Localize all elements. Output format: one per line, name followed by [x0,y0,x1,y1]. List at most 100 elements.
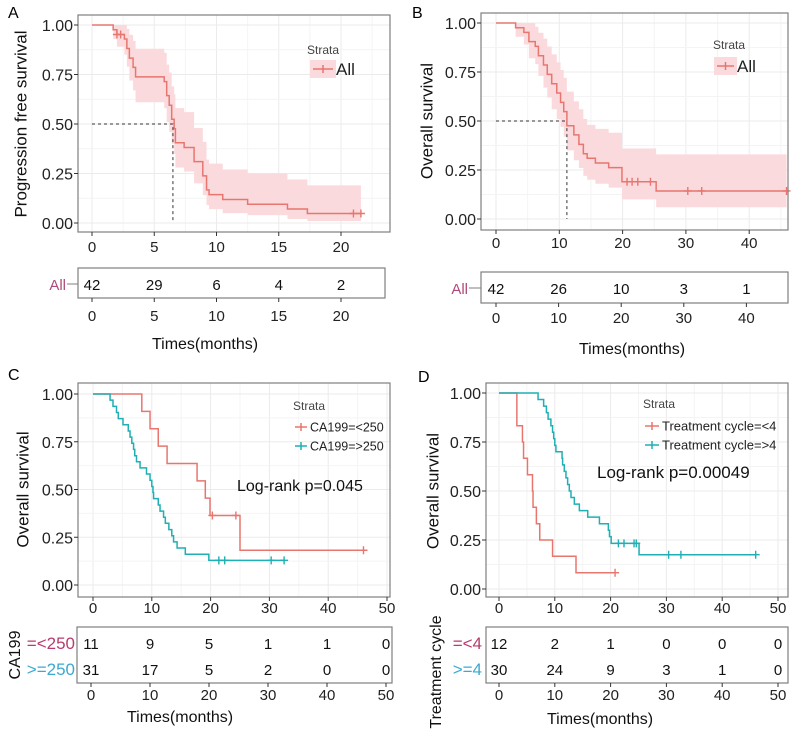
risk-count: 0 [382,636,390,653]
risk-count: 0 [718,636,726,653]
censor-mark [683,186,692,195]
plot-background [486,383,788,597]
y-tick-label: 0.75 [42,68,73,85]
risk-x-tick-label: 10 [142,687,159,704]
risk-count: 42 [84,277,101,294]
x-tick-label: 10 [208,239,225,256]
risk-x-tick-label: 40 [714,687,731,704]
y-tick-label: 1.00 [42,387,73,404]
legend-label: Treatment cycle=>4 [662,438,776,453]
x-tick-label: 0 [492,235,500,252]
risk-count: 2 [264,662,272,679]
y-tick-label: 0.75 [42,435,73,452]
censor-mark [267,556,276,565]
legend-title: Strata [643,397,675,411]
censor-mark [633,177,642,186]
risk-count: 1 [264,636,272,653]
censor-mark [220,556,229,565]
plot-border [485,382,789,598]
x-axis-title: Times(months) [127,709,233,726]
legend-label: CA199=<250 [310,421,384,435]
risk-x-tick-label: 30 [658,687,675,704]
panel-label: C [8,367,20,384]
risk-x-tick-label: 10 [546,687,563,704]
x-tick-label: 5 [150,239,158,256]
y-tick-label: 0.50 [445,114,476,131]
x-tick-label: 30 [261,600,278,617]
risk-row-label: >=4 [453,660,482,679]
risk-count: 0 [774,662,782,679]
risk-table-border [77,267,386,299]
x-tick-label: 40 [741,235,758,252]
y-tick-label: 0.00 [42,578,73,595]
risk-count: 42 [488,281,505,298]
y-tick-label: 1.00 [445,16,476,33]
y-tick-label: 0.50 [42,117,73,134]
x-tick-label: 10 [143,600,160,617]
legend-key [313,65,333,73]
log-rank-annotation: Log-rank p=0.00049 [597,463,750,482]
risk-table-border [76,626,393,684]
risk-x-tick-label: 10 [208,308,225,325]
risk-count: 2 [337,277,345,294]
x-tick-label: 30 [658,600,675,617]
y-axis-title: Overall survival [423,433,442,549]
risk-count: 1 [606,636,614,653]
risk-x-tick-label: 30 [260,687,277,704]
censor-mark [231,511,240,520]
legend-label: CA199=>250 [310,440,384,454]
risk-row-label: All [49,277,66,294]
x-axis-title: Times(months) [152,336,258,353]
survival-curve [499,392,616,574]
x-axis-title: Times(months) [579,341,685,358]
panel-d: D0.000.250.500.751.000 10 20 30 40 50Overall … [418,369,789,729]
y-tick-label: 0.75 [450,435,481,452]
x-tick-label: 10 [551,235,568,252]
risk-count: 1 [718,662,726,679]
panel-a: A0.000.250.500.751.000 5 10 15 20Progression… [8,5,391,353]
risk-x-tick-label: 50 [770,687,787,704]
y-tick-label: 0.75 [445,65,476,82]
y-tick-label: 0.50 [450,484,481,501]
risk-x-tick-label: 20 [201,687,218,704]
x-tick-label: 0 [495,600,503,617]
legend-key [717,62,734,70]
y-tick-label: 0.25 [42,530,73,547]
risk-table: =<4 12 2 1 0 0 0>=4 30 24 9 3 1 00 10 20 30 40 50Times(mo… [428,615,789,729]
risk-count: 5 [205,636,213,653]
risk-x-tick-label: 0 [87,687,95,704]
risk-row-label: =<250 [27,634,75,653]
risk-count: 4 [275,277,283,294]
risk-count: 1 [323,636,331,653]
median-line [92,123,174,223]
risk-count: 30 [491,662,508,679]
legend-key [645,441,659,449]
risk-x-tick-label: 10 [550,310,567,327]
censor-mark [619,539,628,548]
censor-mark [356,209,365,218]
risk-count: 3 [680,281,688,298]
legend-label: Treatment cycle=<4 [662,419,776,434]
survival-curve [496,22,787,192]
x-tick-label: 30 [678,235,695,252]
risk-x-tick-label: 5 [150,308,158,325]
risk-row-label: >=250 [27,660,75,679]
x-tick-label: 15 [270,239,287,256]
risk-count: 11 [83,636,99,653]
x-tick-label: 40 [714,600,731,617]
x-tick-label: 50 [379,600,396,617]
survival-curve [93,393,285,562]
risk-x-tick-label: 0 [492,310,500,327]
censor-mark [697,186,706,195]
legend-title: Strata [307,43,339,57]
legend-key [645,422,659,430]
survival-curve [499,392,756,556]
legend-key [295,442,307,450]
y-axis-title: Overall survival [417,63,436,179]
panel-label: D [418,369,430,386]
confidence-band [496,23,787,208]
risk-count: 26 [550,281,567,298]
